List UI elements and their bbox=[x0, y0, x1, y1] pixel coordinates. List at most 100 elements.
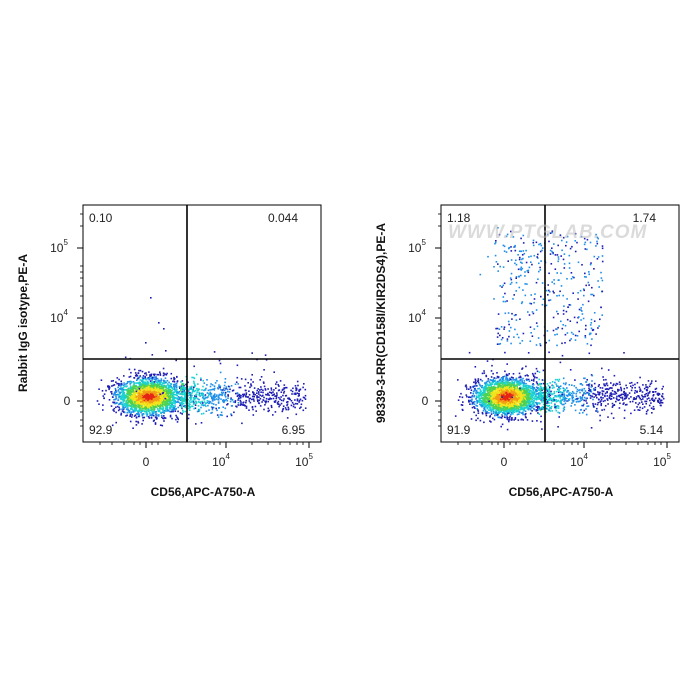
event-dot bbox=[158, 401, 161, 403]
event-dot bbox=[151, 388, 154, 390]
event-dot bbox=[520, 412, 523, 414]
event-dot bbox=[498, 407, 500, 410]
event-dot bbox=[478, 397, 480, 399]
event-dot bbox=[251, 398, 253, 401]
event-dot bbox=[158, 322, 160, 324]
event-dot bbox=[262, 394, 264, 397]
event-dot bbox=[265, 400, 267, 402]
event-dot bbox=[558, 416, 560, 418]
event-dot bbox=[120, 387, 122, 389]
event-dot bbox=[237, 404, 239, 406]
event-dot bbox=[164, 393, 166, 396]
event-dot bbox=[240, 403, 242, 405]
event-dot bbox=[125, 401, 128, 403]
event-dot bbox=[162, 372, 165, 374]
event-dot bbox=[151, 384, 154, 387]
event-dot bbox=[128, 410, 131, 413]
event-dot bbox=[215, 395, 218, 397]
event-dot bbox=[211, 397, 214, 399]
event-dot bbox=[141, 376, 144, 379]
event-dot bbox=[516, 385, 518, 387]
event-dot bbox=[118, 408, 121, 411]
event-dot bbox=[156, 405, 158, 407]
event-dot bbox=[126, 393, 129, 396]
event-dot bbox=[132, 394, 134, 397]
event-dot bbox=[184, 405, 186, 408]
event-dot bbox=[236, 392, 239, 394]
event-dot bbox=[191, 392, 193, 394]
event-dot bbox=[257, 388, 259, 390]
event-dot bbox=[174, 386, 176, 388]
event-dot bbox=[227, 394, 229, 396]
event-dot bbox=[162, 394, 165, 396]
event-dot bbox=[528, 397, 531, 399]
event-dot bbox=[176, 417, 179, 420]
event-dot bbox=[159, 373, 161, 375]
event-dot bbox=[536, 420, 538, 422]
event-dot bbox=[469, 396, 472, 399]
event-dot bbox=[184, 399, 186, 402]
event-dot bbox=[115, 381, 117, 383]
event-dot bbox=[143, 396, 146, 399]
event-dot bbox=[474, 389, 477, 391]
event-dot bbox=[481, 404, 483, 407]
event-dot bbox=[258, 399, 261, 402]
event-dot bbox=[143, 403, 146, 405]
event-dot bbox=[488, 409, 490, 411]
event-dot bbox=[286, 417, 289, 419]
event-dot bbox=[541, 379, 544, 381]
event-dot bbox=[244, 405, 246, 407]
event-dot bbox=[113, 401, 116, 404]
event-dot bbox=[200, 422, 203, 424]
x-tick-label: 105 bbox=[295, 452, 313, 469]
event-dot bbox=[480, 395, 483, 397]
event-dot bbox=[152, 402, 155, 405]
event-dot bbox=[197, 401, 200, 403]
event-dot bbox=[215, 407, 217, 410]
event-dot bbox=[96, 400, 99, 402]
event-dot bbox=[133, 391, 136, 394]
event-dot bbox=[150, 383, 153, 385]
event-dot bbox=[494, 395, 497, 397]
event-dot bbox=[205, 405, 207, 408]
event-dot bbox=[173, 377, 175, 380]
event-dot bbox=[462, 401, 464, 403]
event-dot bbox=[535, 401, 537, 404]
event-dot bbox=[137, 415, 140, 418]
event-dot bbox=[479, 385, 482, 387]
event-dot bbox=[202, 404, 205, 407]
event-dot bbox=[486, 407, 489, 410]
event-dot bbox=[521, 401, 523, 403]
event-dot bbox=[494, 403, 496, 406]
event-dot bbox=[145, 412, 148, 415]
event-dot bbox=[157, 373, 160, 376]
event-dot bbox=[154, 379, 157, 381]
event-dot bbox=[477, 378, 480, 380]
event-dot bbox=[270, 389, 273, 391]
event-dot bbox=[263, 408, 265, 411]
event-dot bbox=[256, 389, 258, 392]
event-dot bbox=[294, 392, 296, 395]
event-dot bbox=[146, 390, 148, 393]
event-dot bbox=[141, 383, 143, 385]
event-dot bbox=[278, 396, 280, 399]
event-dot bbox=[515, 394, 518, 396]
event-dot bbox=[168, 390, 170, 392]
event-dot bbox=[151, 411, 154, 413]
event-dot bbox=[214, 393, 216, 395]
event-dot bbox=[481, 391, 484, 394]
event-dot bbox=[170, 393, 173, 395]
event-dot bbox=[248, 400, 251, 402]
event-dot bbox=[512, 373, 515, 375]
event-dot bbox=[242, 395, 244, 398]
event-dot bbox=[183, 397, 185, 400]
event-dot bbox=[188, 409, 191, 411]
event-dot bbox=[195, 402, 198, 404]
event-dot bbox=[132, 385, 134, 387]
event-dot bbox=[129, 405, 132, 407]
event-dot bbox=[193, 382, 195, 384]
event-dot bbox=[133, 383, 135, 386]
event-dot bbox=[121, 387, 123, 389]
event-dot bbox=[245, 393, 247, 396]
event-dot bbox=[100, 379, 103, 381]
